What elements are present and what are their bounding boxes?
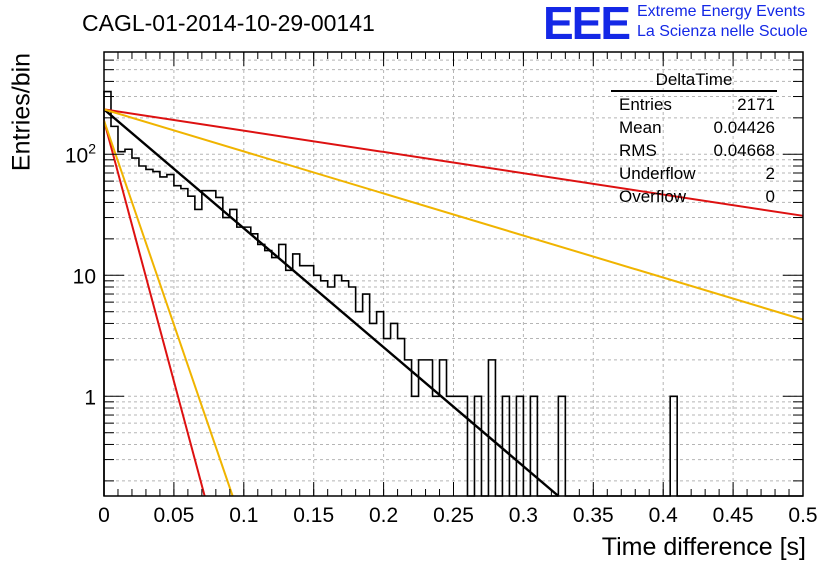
x-tick-label: 0.2: [369, 504, 398, 527]
fit-line-3: [103, 120, 206, 497]
stats-row-rms: RMS 0.04668: [611, 139, 777, 162]
fit-line-2: [103, 108, 804, 321]
page-title: CAGL-01-2014-10-29-00141: [82, 10, 375, 36]
x-tick-label: 0: [98, 504, 110, 527]
fit-line-1: [103, 108, 804, 217]
y-tick-label: 1: [84, 386, 96, 409]
fit-lines: [103, 108, 804, 497]
eee-logo: EEE: [543, 0, 631, 49]
stats-label: Mean: [619, 118, 662, 137]
stats-value: 2: [765, 164, 775, 183]
stats-box: DeltaTime Entries 2171 Mean 0.04426 RMS …: [611, 70, 777, 208]
stats-title: DeltaTime: [611, 70, 777, 92]
y-tick-label: 102: [65, 140, 96, 167]
stats-value: 0: [765, 187, 775, 206]
stats-row-overflow: Overflow 0: [611, 185, 777, 208]
x-tick-label: 0.35: [573, 504, 614, 527]
x-tick-label: 0.4: [649, 504, 679, 527]
logo-text-line1: Extreme Energy Events: [637, 3, 806, 20]
x-tick-label: 0.5: [788, 504, 817, 527]
x-tick-label: 0.25: [433, 504, 474, 527]
y-axis-title: Entries/bin: [7, 52, 36, 172]
stats-row-underflow: Underflow 2: [611, 162, 777, 185]
stats-label: Underflow: [619, 164, 696, 183]
stats-value: 2171: [737, 95, 775, 114]
stats-value: 0.04668: [713, 141, 775, 160]
x-tick-label: 0.45: [713, 504, 754, 527]
x-tick-label: 0.15: [293, 504, 334, 527]
x-tick-label: 0.1: [229, 504, 258, 527]
x-tick-label: 0.05: [153, 504, 194, 527]
stats-row-mean: Mean 0.04426: [611, 116, 777, 139]
stats-row-entries: Entries 2171: [611, 93, 777, 116]
stats-label: RMS: [619, 141, 657, 160]
x-tick-label: 0.3: [509, 504, 538, 527]
stats-label: Overflow: [619, 187, 687, 206]
stats-label: Entries: [619, 95, 672, 114]
logo-text-line2: La Scienza nelle Scuole: [637, 23, 808, 40]
fit-line-0: [103, 108, 560, 497]
fit-line-4: [103, 120, 234, 497]
y-tick-label: 10: [73, 265, 96, 288]
y-axis: 1 10 102: [65, 51, 803, 482]
x-axis: 0 0.05 0.1 0.15 0.2 0.25 0.3 0.35 0.4 0.45 0.5: [98, 52, 818, 527]
x-axis-title: Time difference [s]: [601, 533, 806, 561]
stats-value: 0.04426: [713, 118, 775, 137]
